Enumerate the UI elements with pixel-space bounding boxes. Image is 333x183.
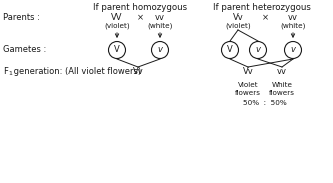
Text: VV: VV [111, 14, 123, 23]
Text: Vv: Vv [133, 66, 144, 76]
Text: V: V [227, 46, 233, 55]
Text: (white): (white) [147, 23, 173, 29]
Text: (violet): (violet) [104, 23, 130, 29]
Text: Gametes :: Gametes : [3, 46, 46, 55]
Text: Parents :: Parents : [3, 14, 40, 23]
Text: ×: × [261, 14, 268, 23]
Text: v: v [290, 46, 295, 55]
Text: (white): (white) [280, 23, 306, 29]
Text: Vv: Vv [233, 14, 243, 23]
Text: 50%  :  50%: 50% : 50% [243, 100, 287, 106]
Text: ×: × [137, 14, 144, 23]
Text: Violet: Violet [238, 82, 258, 88]
Text: vv: vv [288, 14, 298, 23]
Text: White: White [271, 82, 292, 88]
Text: (violet): (violet) [225, 23, 251, 29]
Text: 1: 1 [9, 71, 12, 76]
Text: flowers: flowers [235, 90, 261, 96]
Text: v: v [158, 46, 163, 55]
Text: vv: vv [155, 14, 165, 23]
Text: V: V [114, 46, 120, 55]
Text: v: v [255, 46, 260, 55]
Text: vv: vv [277, 66, 287, 76]
Text: Vv: Vv [243, 66, 253, 76]
Text: flowers: flowers [269, 90, 295, 96]
Text: generation: (All violet flowers): generation: (All violet flowers) [11, 66, 141, 76]
Text: If parent heterozygous: If parent heterozygous [213, 3, 311, 12]
Text: F: F [3, 66, 8, 76]
Text: If parent homozygous: If parent homozygous [93, 3, 187, 12]
